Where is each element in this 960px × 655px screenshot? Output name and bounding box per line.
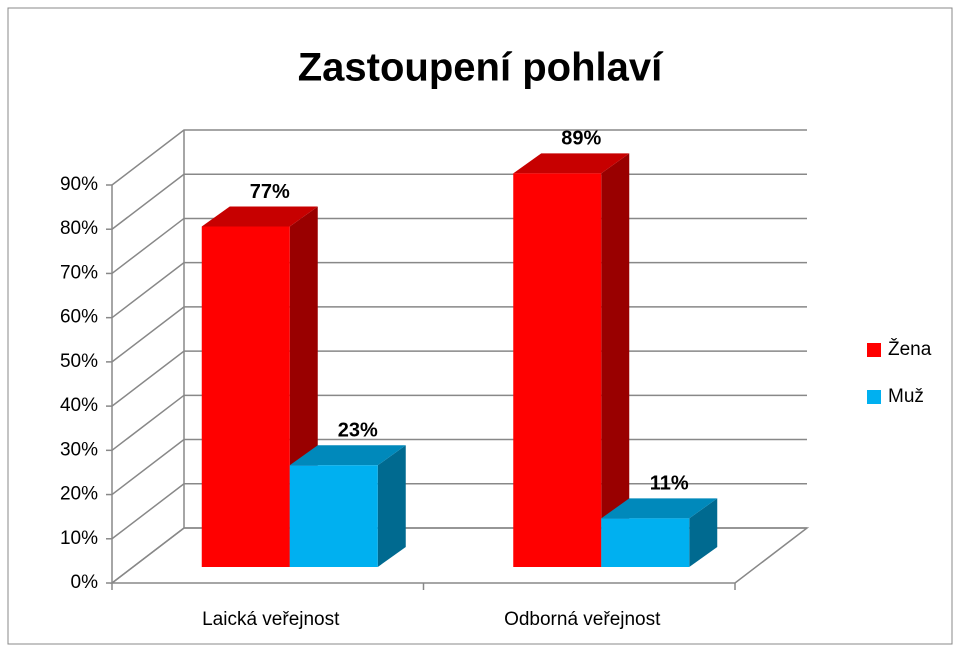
bar — [289, 445, 406, 567]
y-tick-label: 30% — [60, 439, 98, 460]
y-tick-label: 70% — [60, 262, 98, 283]
bar-front — [601, 518, 690, 567]
bar-side — [377, 445, 406, 567]
bar-side — [601, 153, 630, 567]
grid-line — [111, 129, 807, 186]
y-tick-label: 0% — [71, 572, 99, 593]
y-tick-label: 50% — [60, 351, 98, 372]
legend-label: Muž — [888, 386, 924, 407]
y-tick-label: 20% — [60, 484, 98, 505]
bar-front — [289, 465, 378, 567]
bar-front — [201, 226, 290, 567]
bar-side — [689, 498, 718, 567]
value-label: 77% — [250, 181, 290, 203]
chart-frame — [7, 7, 953, 645]
y-tick-label: 60% — [60, 307, 98, 328]
bar — [601, 498, 718, 567]
bar-top — [601, 498, 718, 519]
bar-top — [289, 445, 406, 466]
bar — [513, 153, 630, 567]
value-label: 89% — [561, 128, 601, 150]
y-tick-label: 90% — [60, 174, 98, 195]
legend-swatch — [867, 343, 881, 357]
y-tick-label: 40% — [60, 395, 98, 416]
legend-label: Žena — [888, 338, 932, 360]
bar-front — [513, 173, 602, 567]
legend-swatch — [867, 390, 881, 404]
chart-title: Zastoupení pohlaví — [298, 46, 664, 90]
x-tick-label: Odborná veřejnost — [504, 609, 661, 630]
value-label: 23% — [338, 420, 378, 442]
value-label: 11% — [650, 473, 689, 495]
bar-top — [201, 206, 318, 227]
y-tick-label: 10% — [60, 528, 98, 549]
y-tick-label: 80% — [60, 218, 98, 239]
bar — [201, 206, 318, 567]
bar-top — [513, 153, 630, 174]
x-tick-label: Laická veřejnost — [202, 609, 340, 630]
